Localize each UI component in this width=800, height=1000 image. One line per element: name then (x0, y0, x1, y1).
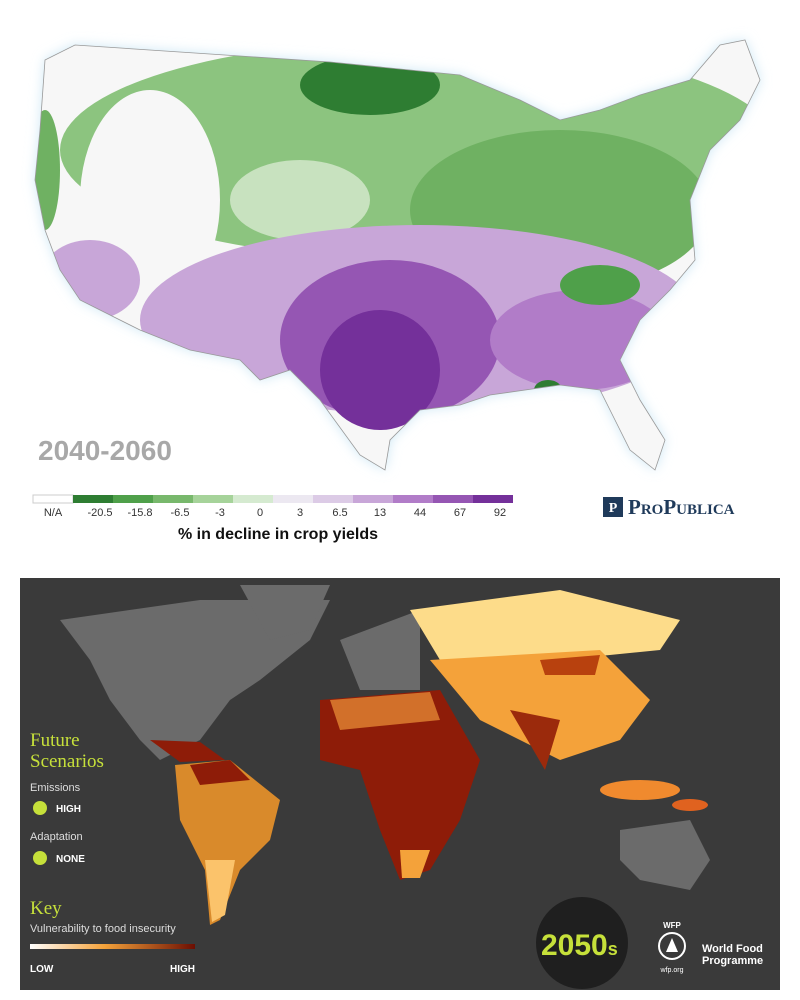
legend-swatch (233, 495, 273, 503)
legend-swatch (273, 495, 313, 503)
legend-label: 6.5 (332, 507, 347, 519)
logo-text: ProPublica (628, 495, 735, 519)
legend-swatch (393, 495, 433, 503)
legend: N/A -20.5 -15.8 -6.5 -3 0 3 6.5 13 44 67 92 (32, 494, 513, 519)
adaptation-value: NONE (56, 854, 85, 865)
legend-label: 13 (374, 507, 386, 519)
decade-number: 2050 (541, 929, 608, 962)
legend-label: -20.5 (87, 507, 112, 519)
heading-line: Future (30, 730, 80, 751)
adaptation-label: Adaptation (30, 831, 83, 843)
legend-label: -6.5 (171, 507, 190, 519)
wfp-acronym: WFP (663, 921, 681, 930)
emissions-label: Emissions (30, 782, 81, 794)
legend-label: N/A (44, 507, 63, 519)
decade: 2050s (541, 929, 618, 962)
decade-badge (536, 897, 628, 989)
svg-text:P: P (609, 501, 618, 516)
legend-label: 3 (297, 507, 303, 519)
legend-label: -3 (215, 507, 225, 519)
legend-swatch (473, 495, 513, 503)
legend-swatch (433, 495, 473, 503)
legend-label: 0 (257, 507, 263, 519)
legend-swatch (313, 495, 353, 503)
legend-label: 92 (494, 507, 506, 519)
caption: % in decline in crop yields (178, 526, 378, 543)
legend-label: 44 (414, 507, 426, 519)
us-map (34, 39, 761, 471)
key-subtitle: Vulnerability to food insecurity (30, 923, 176, 935)
world-map (60, 585, 710, 925)
legend-swatch (32, 494, 74, 504)
legend-swatch (353, 495, 393, 503)
wfp-name: World Food (702, 943, 763, 955)
indicator (33, 851, 47, 865)
legend-swatch (113, 495, 153, 503)
emissions-value: HIGH (56, 804, 81, 815)
wfp-name: Programme (702, 955, 763, 967)
period: 2040-2060 (38, 435, 172, 466)
indicator (33, 801, 47, 815)
key-gradient (30, 944, 195, 949)
legend-swatch (73, 495, 113, 503)
decade-suffix: s (608, 939, 618, 959)
legend-label: -15.8 (127, 507, 152, 519)
wfp-logo: WFP wfp.org World Food Programme (658, 921, 763, 974)
legend-swatch (153, 495, 193, 503)
key-low: LOW (30, 964, 54, 975)
key-title: Key (30, 898, 62, 919)
propublica-logo: P ProPublica (603, 495, 735, 519)
legend-label: 67 (454, 507, 466, 519)
wfp-url: wfp.org (660, 967, 684, 974)
legend-swatch (193, 495, 233, 503)
heading-line: Scenarios (30, 751, 104, 772)
key-high: HIGH (170, 964, 195, 975)
